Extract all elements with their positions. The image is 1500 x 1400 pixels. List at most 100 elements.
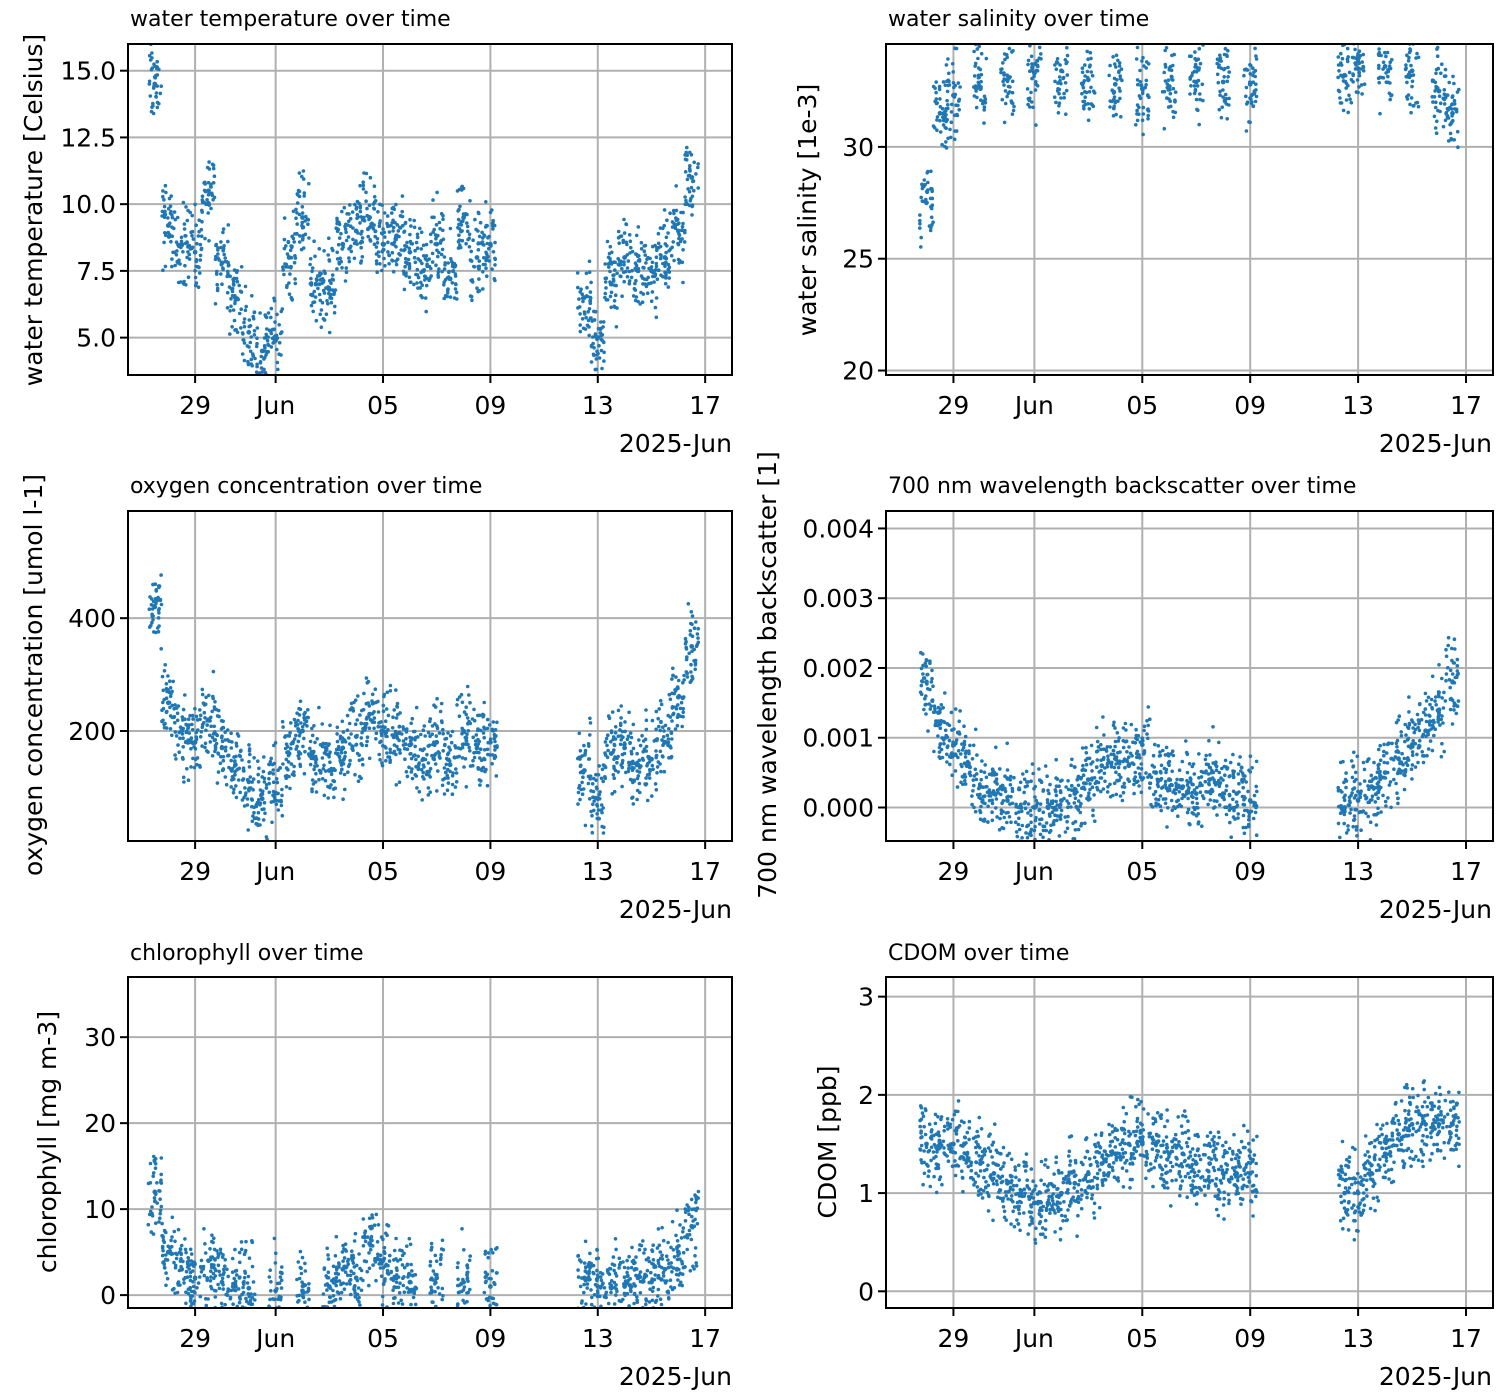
data-point-cloud <box>224 782 229 787</box>
data-point-cloud <box>580 317 585 321</box>
data-point-cloud <box>339 748 344 752</box>
data-point-cloud <box>439 252 444 257</box>
data-point-cloud <box>1073 765 1077 769</box>
data-point-cloud <box>456 225 460 230</box>
data-point-cloud <box>242 341 247 345</box>
data-point-cloud <box>1218 53 1222 58</box>
data-point-cloud <box>592 799 596 803</box>
data-point-cloud <box>690 194 695 199</box>
data-point-cloud <box>980 759 984 763</box>
data-point-cloud <box>1022 777 1027 782</box>
data-point-cloud <box>1003 89 1008 93</box>
data-point-cloud <box>476 210 481 215</box>
data-point-cloud <box>376 250 381 254</box>
data-point-cloud <box>233 773 237 777</box>
data-point-cloud <box>1141 132 1145 137</box>
data-point-cloud <box>1013 820 1018 824</box>
data-point-cloud <box>1113 726 1117 730</box>
data-point-cloud <box>954 46 959 51</box>
data-point-cloud <box>488 753 492 757</box>
data-point-cloud <box>1377 80 1381 85</box>
data-point-cloud <box>1142 752 1146 756</box>
data-point-cloud <box>625 253 629 257</box>
data-point-cloud <box>404 770 409 774</box>
data-point-cloud <box>478 756 482 760</box>
data-point-cloud <box>194 714 199 719</box>
data-point-cloud <box>347 721 352 726</box>
data-point-cloud <box>441 228 445 233</box>
data-point-cloud <box>587 270 592 275</box>
data-point-cloud <box>1212 799 1216 803</box>
data-point-cloud <box>696 162 700 166</box>
data-point-cloud <box>1008 778 1013 782</box>
data-point-cloud <box>671 712 675 717</box>
data-point-cloud <box>686 187 690 191</box>
data-point-cloud <box>341 730 346 734</box>
data-point-cloud <box>1239 765 1244 770</box>
data-point-cloud <box>162 669 167 673</box>
data-point-cloud <box>1430 95 1435 99</box>
data-point-cloud <box>1170 769 1174 774</box>
data-point-cloud <box>1450 114 1454 118</box>
data-point-cloud <box>203 745 207 750</box>
data-point-cloud <box>1024 831 1028 835</box>
data-point-cloud <box>280 813 285 818</box>
data-point-cloud <box>234 327 238 332</box>
data-point-cloud <box>1456 145 1460 149</box>
data-point-cloud <box>681 248 685 252</box>
data-point-cloud <box>677 693 681 698</box>
data-point-cloud <box>1368 820 1373 824</box>
data-point-cloud <box>586 781 591 786</box>
data-point-cloud <box>167 700 172 705</box>
data-point-cloud <box>1144 83 1148 87</box>
data-point-cloud <box>395 234 399 238</box>
data-point-cloud <box>419 767 424 772</box>
data-point-cloud <box>1018 780 1023 785</box>
data-point-cloud <box>1029 833 1033 838</box>
data-point-cloud <box>190 246 194 250</box>
data-point-cloud <box>1336 821 1341 826</box>
data-point-cloud <box>1357 85 1361 89</box>
data-point-cloud <box>1144 78 1149 83</box>
data-point-cloud <box>394 783 399 787</box>
data-point-cloud <box>248 324 253 328</box>
data-point-cloud <box>1231 772 1236 776</box>
data-point-cloud <box>591 802 595 807</box>
data-point-cloud <box>1254 57 1259 61</box>
data-point-cloud <box>608 257 612 261</box>
data-point-cloud <box>485 747 490 752</box>
data-point-cloud <box>365 213 370 218</box>
data-point-cloud <box>168 204 173 208</box>
data-point-cloud <box>596 351 600 356</box>
data-point-cloud <box>446 781 451 785</box>
data-point-cloud <box>1146 93 1150 97</box>
data-point-cloud <box>654 264 659 269</box>
data-point-cloud <box>259 792 264 796</box>
data-point-cloud <box>261 789 265 794</box>
data-point-cloud <box>1111 55 1115 59</box>
data-point-cloud <box>627 710 631 715</box>
data-point-cloud <box>400 209 405 214</box>
data-point-cloud <box>1242 831 1247 836</box>
data-point-cloud <box>952 95 957 99</box>
data-point-cloud <box>1339 61 1343 65</box>
data-point-cloud <box>994 745 998 750</box>
data-point-cloud <box>1395 745 1399 749</box>
data-point-cloud <box>1071 821 1075 825</box>
data-point-cloud <box>595 812 599 816</box>
data-point-cloud <box>1083 95 1087 99</box>
data-point-cloud <box>339 760 343 765</box>
data-point-cloud <box>450 782 455 787</box>
data-point-cloud <box>147 82 152 86</box>
data-point-cloud <box>230 325 234 329</box>
data-point-cloud <box>1406 58 1411 63</box>
data-point-cloud <box>1121 759 1125 764</box>
data-point-cloud <box>1169 798 1174 803</box>
data-point-cloud <box>1211 725 1215 729</box>
data-point-cloud <box>213 257 218 262</box>
data-point-cloud <box>1081 763 1085 768</box>
data-point-cloud <box>1035 58 1039 63</box>
data-point-cloud <box>1197 122 1201 127</box>
data-point-cloud <box>1066 805 1070 810</box>
data-point-cloud <box>1231 789 1236 794</box>
